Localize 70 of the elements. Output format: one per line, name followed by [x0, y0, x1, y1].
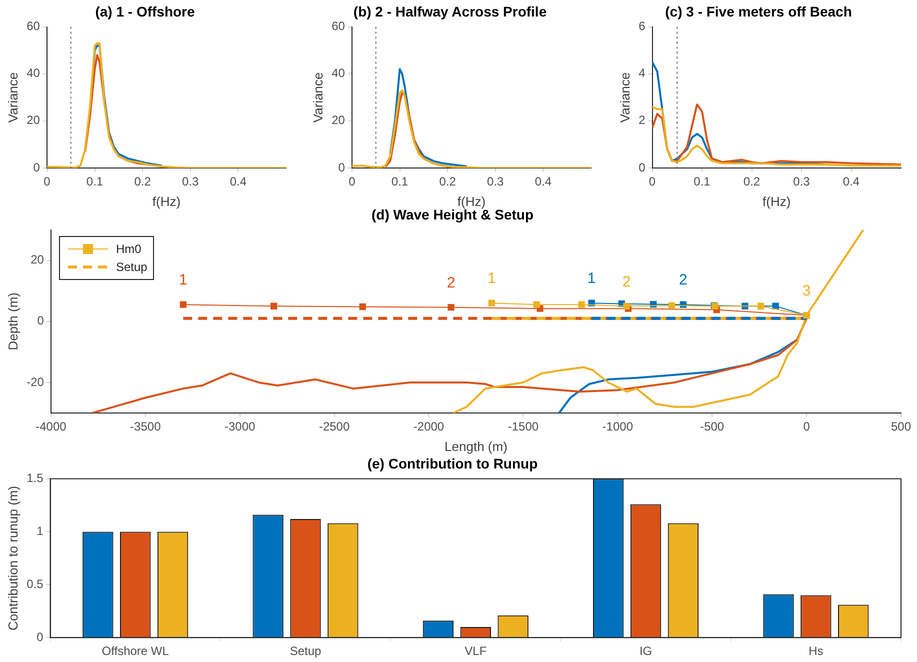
y-tick-label: 40	[26, 66, 40, 80]
y-tick-label: 40	[332, 66, 346, 80]
y-tick-label: 1	[36, 524, 44, 538]
annotation: 2	[679, 272, 688, 289]
y-tick-label: 6	[638, 19, 646, 34]
x-tick-label: -1000	[602, 420, 634, 434]
x-tick-label: 0.1	[391, 174, 408, 189]
y-tick-label: 0	[33, 160, 40, 174]
annotation: 1	[487, 270, 496, 288]
y-tick-label: 4	[638, 66, 646, 80]
x-tick-label: 0.3	[793, 174, 810, 189]
annotation: 2	[622, 273, 631, 290]
x-tick-label: -3500	[130, 420, 162, 434]
y-tick-label: 20	[26, 113, 40, 128]
x-tick-label: 0	[648, 174, 656, 189]
x-axis-title: Length (m)	[444, 438, 508, 454]
x-axis-title: f(Hz)	[152, 194, 181, 209]
x-tick-label: 0.4	[230, 174, 247, 189]
x-tick-label: 0.1	[86, 174, 104, 189]
y-tick-label: 0	[338, 160, 346, 174]
y-tick-label: 0	[37, 314, 44, 328]
y-axis-title: Variance	[5, 72, 20, 123]
y-tick-label: 2	[638, 113, 646, 128]
x-tick-label: 0.2	[439, 174, 456, 189]
y-tick-label: 20	[332, 113, 346, 128]
x-tick-label: Hs	[808, 644, 824, 658]
x-tick-label: 0.4	[842, 174, 860, 189]
x-tick-label: 0	[348, 174, 356, 189]
x-tick-label: 0.2	[134, 174, 152, 189]
x-tick-label: -2500	[318, 420, 350, 434]
x-tick-label: IG	[639, 644, 652, 658]
x-tick-label: 0.2	[743, 174, 760, 189]
y-tick-label: 60	[332, 19, 346, 34]
x-tick-label: 0.4	[534, 174, 552, 189]
y-tick-label: -20	[26, 374, 44, 389]
annotation: 1	[179, 272, 188, 289]
x-tick-label: VLF	[464, 644, 487, 658]
y-tick-label: 0.5	[26, 576, 44, 591]
legend-label: Hm0	[116, 242, 142, 256]
legend-label: Setup	[116, 260, 148, 274]
x-tick-label: -500	[700, 420, 724, 434]
x-axis-title: f(Hz)	[762, 194, 791, 209]
x-tick-label: 0.3	[182, 174, 200, 189]
y-tick-label: 20	[30, 252, 44, 267]
chart-title: (b) 2 - Halfway Across Profile	[353, 3, 547, 20]
x-tick-label: -3000	[224, 420, 256, 434]
x-tick-label: -1500	[508, 420, 539, 434]
x-tick-label: -4000	[36, 420, 67, 434]
x-tick-label: 0.3	[487, 174, 504, 189]
x-tick-label: Offshore WL	[102, 644, 170, 658]
annotation: 3	[802, 282, 811, 300]
y-axis-title: Variance	[617, 72, 632, 123]
chart-title: (c) 3 - Five meters off Beach	[665, 3, 852, 20]
chart-title: (e) Contribution to Runup	[367, 455, 538, 472]
annotation: 1	[587, 270, 596, 288]
x-tick-label: 0	[803, 420, 810, 434]
annotation: 2	[446, 274, 456, 292]
x-tick-label: 500	[890, 420, 912, 434]
y-axis-title: Variance	[310, 72, 326, 123]
x-tick-label: Setup	[290, 644, 322, 658]
y-tick-label: 60	[26, 19, 40, 34]
x-axis-title: f(Hz)	[457, 194, 486, 209]
y-axis-title: Depth (m)	[5, 292, 20, 350]
y-tick-label: 0	[638, 160, 646, 174]
y-axis-title: Contribution to runup (m)	[5, 486, 20, 630]
y-tick-label: 1.5	[26, 471, 44, 486]
x-tick-label: -2000	[413, 420, 444, 434]
chart-title: (a) 1 - Offshore	[95, 3, 195, 20]
y-tick-label: 0	[36, 630, 44, 644]
x-tick-label: 0.1	[694, 174, 711, 189]
